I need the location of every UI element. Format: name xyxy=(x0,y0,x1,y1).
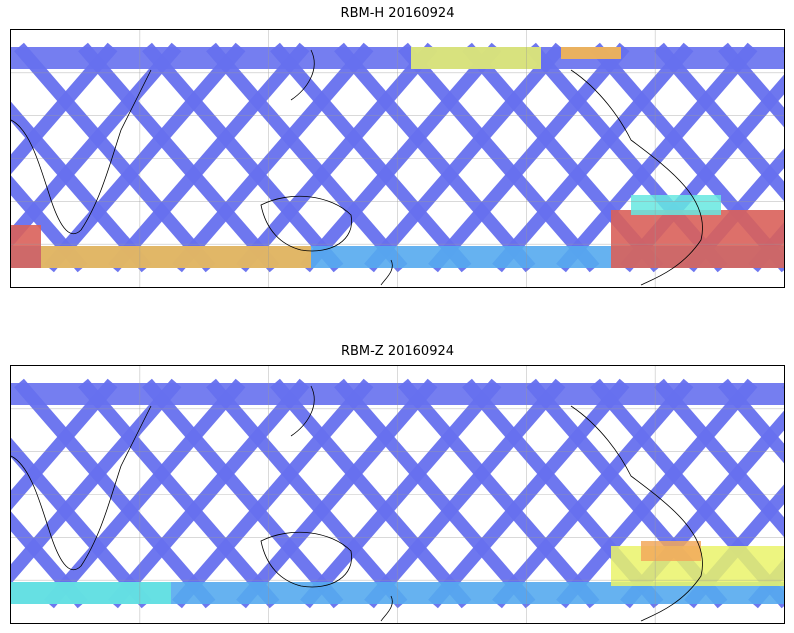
panel-title-bottom: RBM-Z 20160924 xyxy=(340,344,455,359)
coastlines xyxy=(11,385,703,622)
map-canvas-top xyxy=(11,30,784,287)
graticule xyxy=(11,366,784,623)
map-panel-top xyxy=(10,29,785,288)
map-panel-bottom xyxy=(10,365,785,624)
map-canvas-bottom xyxy=(11,366,784,623)
satellite-tracks xyxy=(11,378,784,609)
coastlines xyxy=(11,49,703,286)
polar-bands xyxy=(11,47,784,268)
panel-title-top: RBM-H 20160924 xyxy=(340,6,455,21)
